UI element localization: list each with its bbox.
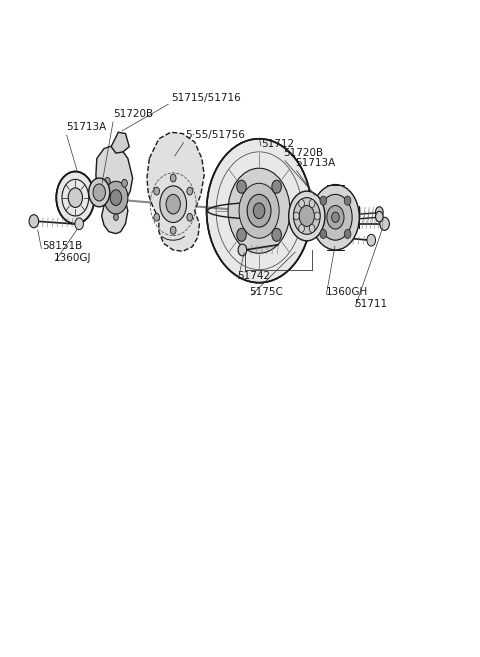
Circle shape bbox=[187, 187, 192, 195]
Text: 1360GJ: 1360GJ bbox=[54, 253, 91, 263]
Text: 51711: 51711 bbox=[355, 299, 388, 309]
PathPatch shape bbox=[147, 132, 204, 251]
Circle shape bbox=[272, 228, 281, 241]
Circle shape bbox=[56, 171, 95, 224]
Circle shape bbox=[114, 214, 118, 221]
Circle shape bbox=[288, 191, 325, 241]
Circle shape bbox=[319, 194, 352, 240]
Circle shape bbox=[344, 229, 351, 238]
Circle shape bbox=[375, 212, 383, 222]
Circle shape bbox=[104, 181, 128, 214]
Circle shape bbox=[314, 212, 320, 220]
PathPatch shape bbox=[96, 145, 132, 234]
Text: 51720B: 51720B bbox=[283, 148, 323, 158]
Circle shape bbox=[105, 177, 110, 185]
Circle shape bbox=[29, 215, 38, 228]
Text: 51713A: 51713A bbox=[295, 158, 335, 168]
Text: 5·55/51756: 5·55/51756 bbox=[185, 130, 245, 140]
Polygon shape bbox=[111, 132, 129, 153]
Circle shape bbox=[237, 228, 246, 241]
Circle shape bbox=[237, 180, 246, 193]
Circle shape bbox=[253, 203, 265, 219]
Text: 51713A: 51713A bbox=[66, 122, 106, 132]
Circle shape bbox=[154, 214, 159, 221]
Circle shape bbox=[293, 212, 299, 220]
Circle shape bbox=[272, 180, 281, 193]
Circle shape bbox=[299, 206, 314, 227]
Circle shape bbox=[75, 218, 84, 230]
Circle shape bbox=[206, 139, 312, 283]
Circle shape bbox=[293, 198, 320, 235]
Circle shape bbox=[121, 179, 127, 187]
Circle shape bbox=[320, 196, 326, 205]
Circle shape bbox=[327, 206, 344, 229]
Circle shape bbox=[93, 184, 106, 201]
Circle shape bbox=[344, 196, 351, 205]
Circle shape bbox=[247, 194, 271, 227]
Text: 51715/51716: 51715/51716 bbox=[171, 93, 240, 102]
Text: 5175C: 5175C bbox=[250, 287, 283, 297]
Circle shape bbox=[166, 194, 180, 214]
Circle shape bbox=[367, 235, 375, 246]
Circle shape bbox=[110, 190, 121, 206]
Circle shape bbox=[170, 174, 176, 182]
Circle shape bbox=[170, 227, 176, 235]
Circle shape bbox=[187, 214, 192, 221]
Text: 51720B: 51720B bbox=[114, 109, 154, 119]
Text: 51742: 51742 bbox=[238, 271, 271, 281]
Circle shape bbox=[160, 186, 187, 223]
Circle shape bbox=[312, 185, 360, 250]
Circle shape bbox=[238, 244, 247, 256]
Text: 51712: 51712 bbox=[262, 139, 295, 148]
Circle shape bbox=[332, 212, 339, 223]
Circle shape bbox=[154, 187, 159, 195]
Circle shape bbox=[309, 200, 315, 208]
Circle shape bbox=[299, 200, 304, 208]
Circle shape bbox=[68, 188, 83, 208]
Circle shape bbox=[309, 225, 315, 233]
Circle shape bbox=[228, 168, 290, 253]
Text: 58151B: 58151B bbox=[42, 241, 82, 251]
Circle shape bbox=[239, 183, 279, 238]
Circle shape bbox=[89, 178, 110, 207]
Circle shape bbox=[299, 225, 304, 233]
Circle shape bbox=[380, 217, 389, 231]
Text: 1360GH: 1360GH bbox=[326, 287, 368, 297]
Circle shape bbox=[375, 207, 383, 217]
Circle shape bbox=[320, 229, 326, 238]
